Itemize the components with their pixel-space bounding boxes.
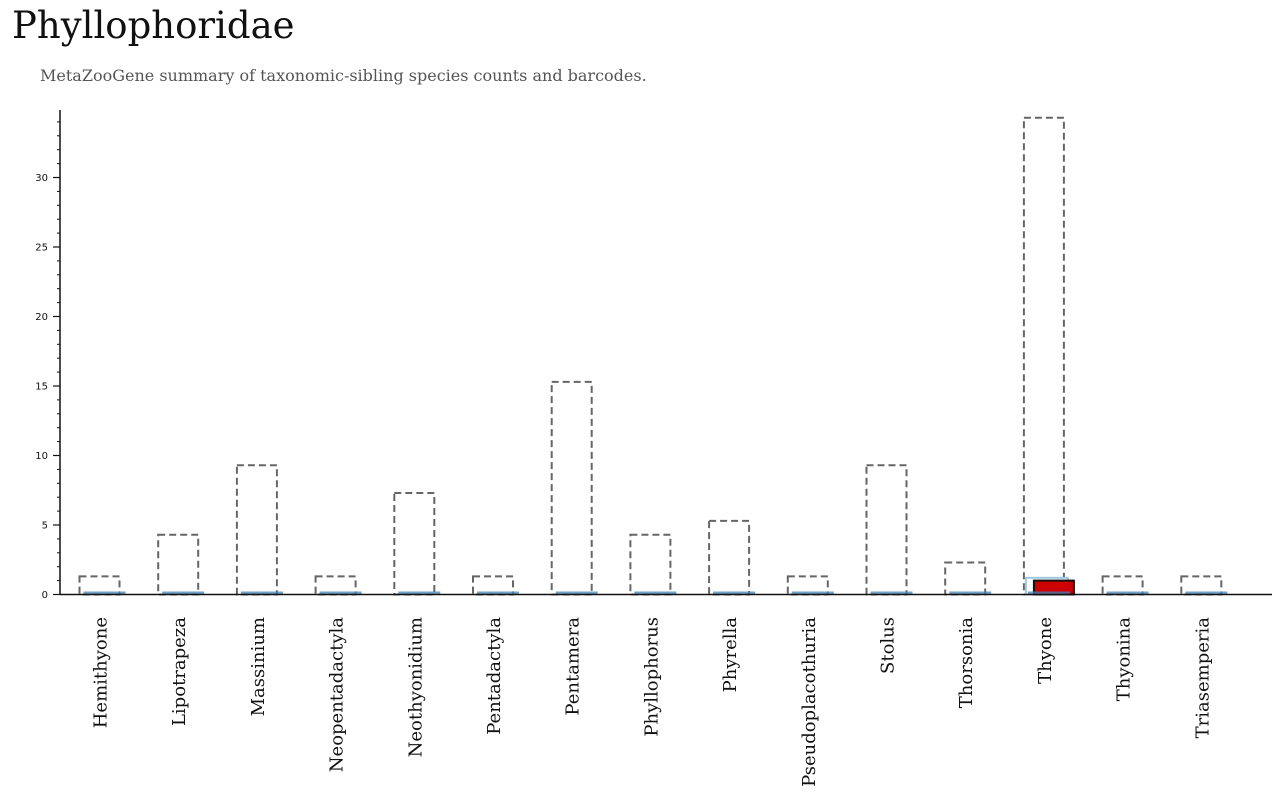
page-title: Phyllophoridae bbox=[12, 4, 295, 47]
x-tick-label: Hemithyone bbox=[91, 617, 112, 728]
page-subtitle: MetaZooGene summary of taxonomic-sibling… bbox=[40, 66, 647, 85]
x-tick-label: Triasemperia bbox=[1192, 617, 1213, 739]
y-tick-label: 10 bbox=[35, 451, 48, 462]
species-count-bar bbox=[708, 519, 751, 596]
x-labels-group: Hemithyone Lipotrapeza Massinium Neopentada… bbox=[91, 617, 1214, 787]
species-count-bar bbox=[1022, 116, 1065, 596]
species-count-bar bbox=[944, 561, 987, 596]
x-tick-label: Phyrella bbox=[720, 617, 741, 693]
axes-group: 0 5 10 15 20 25 30 bbox=[35, 110, 1272, 601]
x-tick-label: Pseudoplacothuria bbox=[799, 617, 820, 787]
y-tick-label: 5 bbox=[42, 521, 48, 532]
y-tick-label: 0 bbox=[42, 590, 48, 601]
x-tick-label: Pentamera bbox=[563, 617, 584, 716]
x-tick-label: Thyonina bbox=[1114, 617, 1135, 702]
y-tick-label: 25 bbox=[35, 243, 48, 254]
species-count-bar bbox=[157, 533, 200, 596]
species-count-bar bbox=[393, 492, 436, 596]
x-tick-label: Phyllophorus bbox=[641, 617, 662, 737]
bars-group bbox=[78, 116, 1228, 596]
species-count-bar bbox=[865, 464, 908, 596]
x-tick-label: Lipotrapeza bbox=[169, 617, 190, 726]
y-tick-label: 30 bbox=[35, 173, 48, 184]
species-count-bar bbox=[550, 380, 593, 596]
x-tick-label: Massinium bbox=[248, 617, 269, 716]
y-tick-label: 15 bbox=[35, 382, 48, 393]
y-tick-label: 20 bbox=[35, 312, 48, 323]
x-tick-label: Stolus bbox=[878, 617, 899, 674]
x-tick-label: Pentadactyla bbox=[484, 617, 505, 735]
x-tick-label: Thorsonia bbox=[956, 617, 977, 708]
x-tick-label: Thyone bbox=[1035, 617, 1056, 684]
species-count-bar bbox=[629, 533, 672, 596]
species-count-bar bbox=[235, 464, 278, 596]
x-tick-label: Neopentadactyla bbox=[327, 617, 348, 772]
x-tick-label: Neothyonidium bbox=[405, 617, 426, 757]
